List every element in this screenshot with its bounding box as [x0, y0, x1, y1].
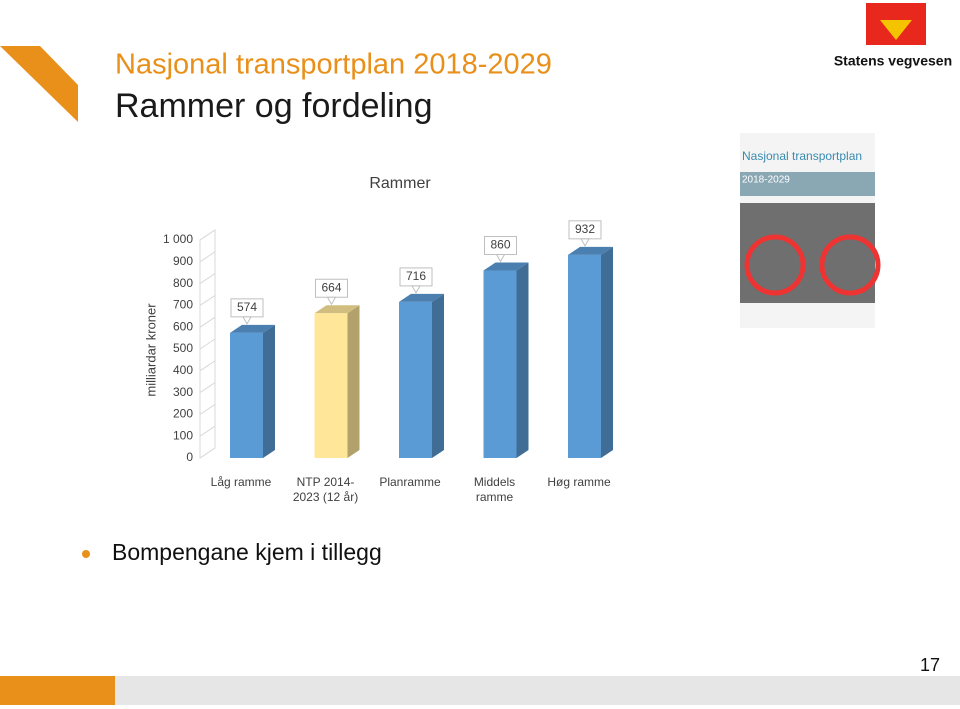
grid-line [199, 294, 216, 306]
x-tick-label: NTP 2014-2023 (12 år) [292, 475, 359, 504]
y-tick-label: 800 [173, 276, 193, 290]
slide-subtitle: Rammer og fordeling [115, 87, 432, 125]
bullet-dot [82, 550, 90, 558]
x-tick-label: Høg ramme [547, 475, 611, 489]
x-tick-label: Låg ramme [210, 475, 272, 489]
bar-top [230, 324, 275, 333]
bar-side [516, 262, 529, 458]
data-label: 932 [575, 222, 595, 236]
y-tick-label: 200 [173, 407, 193, 421]
grid-line [199, 316, 216, 328]
y-tick-label: 1 000 [163, 232, 193, 246]
data-label: 574 [237, 300, 257, 314]
cover-band [740, 172, 875, 196]
y-tick-label: 700 [173, 298, 193, 312]
data-label: 716 [406, 269, 426, 283]
bar-side [263, 324, 275, 458]
x-tick-label: Middels ramme [473, 475, 516, 504]
y-tick-label: 300 [173, 385, 193, 399]
footer-bar [115, 676, 960, 705]
cover-photo [740, 203, 875, 303]
bar [399, 301, 432, 458]
bar [568, 254, 601, 458]
bar-top [314, 305, 360, 314]
grid-line [199, 273, 216, 285]
y-tick-label: 900 [173, 254, 193, 268]
y-tick-label: 600 [173, 319, 193, 333]
data-label-pointer [580, 238, 590, 247]
slide-title: Nasjonal transportplan 2018-2029 [115, 49, 552, 81]
grid-line [199, 447, 216, 459]
cover-wheel [744, 234, 806, 296]
y-axis-label: milliardar kroner [143, 303, 158, 397]
grid-line [199, 338, 216, 350]
data-label: 860 [490, 238, 510, 252]
bar-side [432, 293, 444, 458]
y-tick-label: 500 [173, 341, 193, 355]
bar-top [568, 246, 613, 255]
footer-accent [0, 676, 115, 705]
logo: Statens vegvesen [834, 3, 952, 69]
logo-emblem [880, 20, 912, 40]
data-label-pointer [326, 296, 337, 306]
grid-line [199, 425, 216, 437]
bar-side [601, 246, 613, 458]
data-label-pointer [242, 316, 252, 325]
grid-line [199, 229, 216, 241]
data-label: 664 [321, 280, 341, 294]
data-label-pointer [495, 254, 506, 263]
bar-top [483, 262, 529, 271]
y-tick-label: 0 [186, 450, 193, 464]
bar [314, 313, 348, 458]
data-label-pointer [411, 285, 421, 294]
cover-image: Nasjonal transportplan 2018-2029 [740, 133, 881, 328]
cover-years: 2018-2029 [742, 175, 790, 186]
bar-side [347, 305, 360, 458]
corner-decoration [0, 46, 78, 122]
y-tick-label: 100 [173, 428, 193, 442]
bar [483, 270, 517, 458]
grid-line [199, 382, 216, 394]
bar [230, 332, 263, 458]
logo-text: Statens vegvesen [834, 53, 952, 69]
y-tick-label: 400 [173, 363, 193, 377]
bullet-text: Bompengane kjem i tillegg [112, 539, 382, 565]
grid-line [199, 360, 216, 372]
page-number: 17 [920, 655, 940, 675]
grid-line [199, 403, 216, 415]
grid-line [199, 251, 216, 263]
cover-wheel [819, 234, 881, 296]
x-tick-label: Planramme [379, 475, 441, 489]
chart-title: Rammer [369, 175, 431, 192]
bar-top [399, 293, 444, 302]
cover-title: Nasjonal transportplan [742, 149, 862, 163]
